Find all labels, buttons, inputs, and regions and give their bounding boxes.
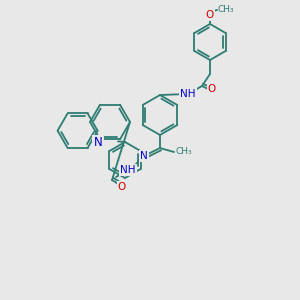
Text: O: O	[208, 84, 216, 94]
Text: O: O	[206, 10, 214, 20]
Text: NH: NH	[180, 89, 196, 99]
Text: N: N	[94, 136, 102, 149]
Text: N: N	[140, 151, 148, 161]
Text: CH₃: CH₃	[218, 5, 235, 14]
Text: O: O	[118, 182, 126, 192]
Text: CH₃: CH₃	[176, 148, 193, 157]
Text: NH: NH	[120, 165, 136, 175]
